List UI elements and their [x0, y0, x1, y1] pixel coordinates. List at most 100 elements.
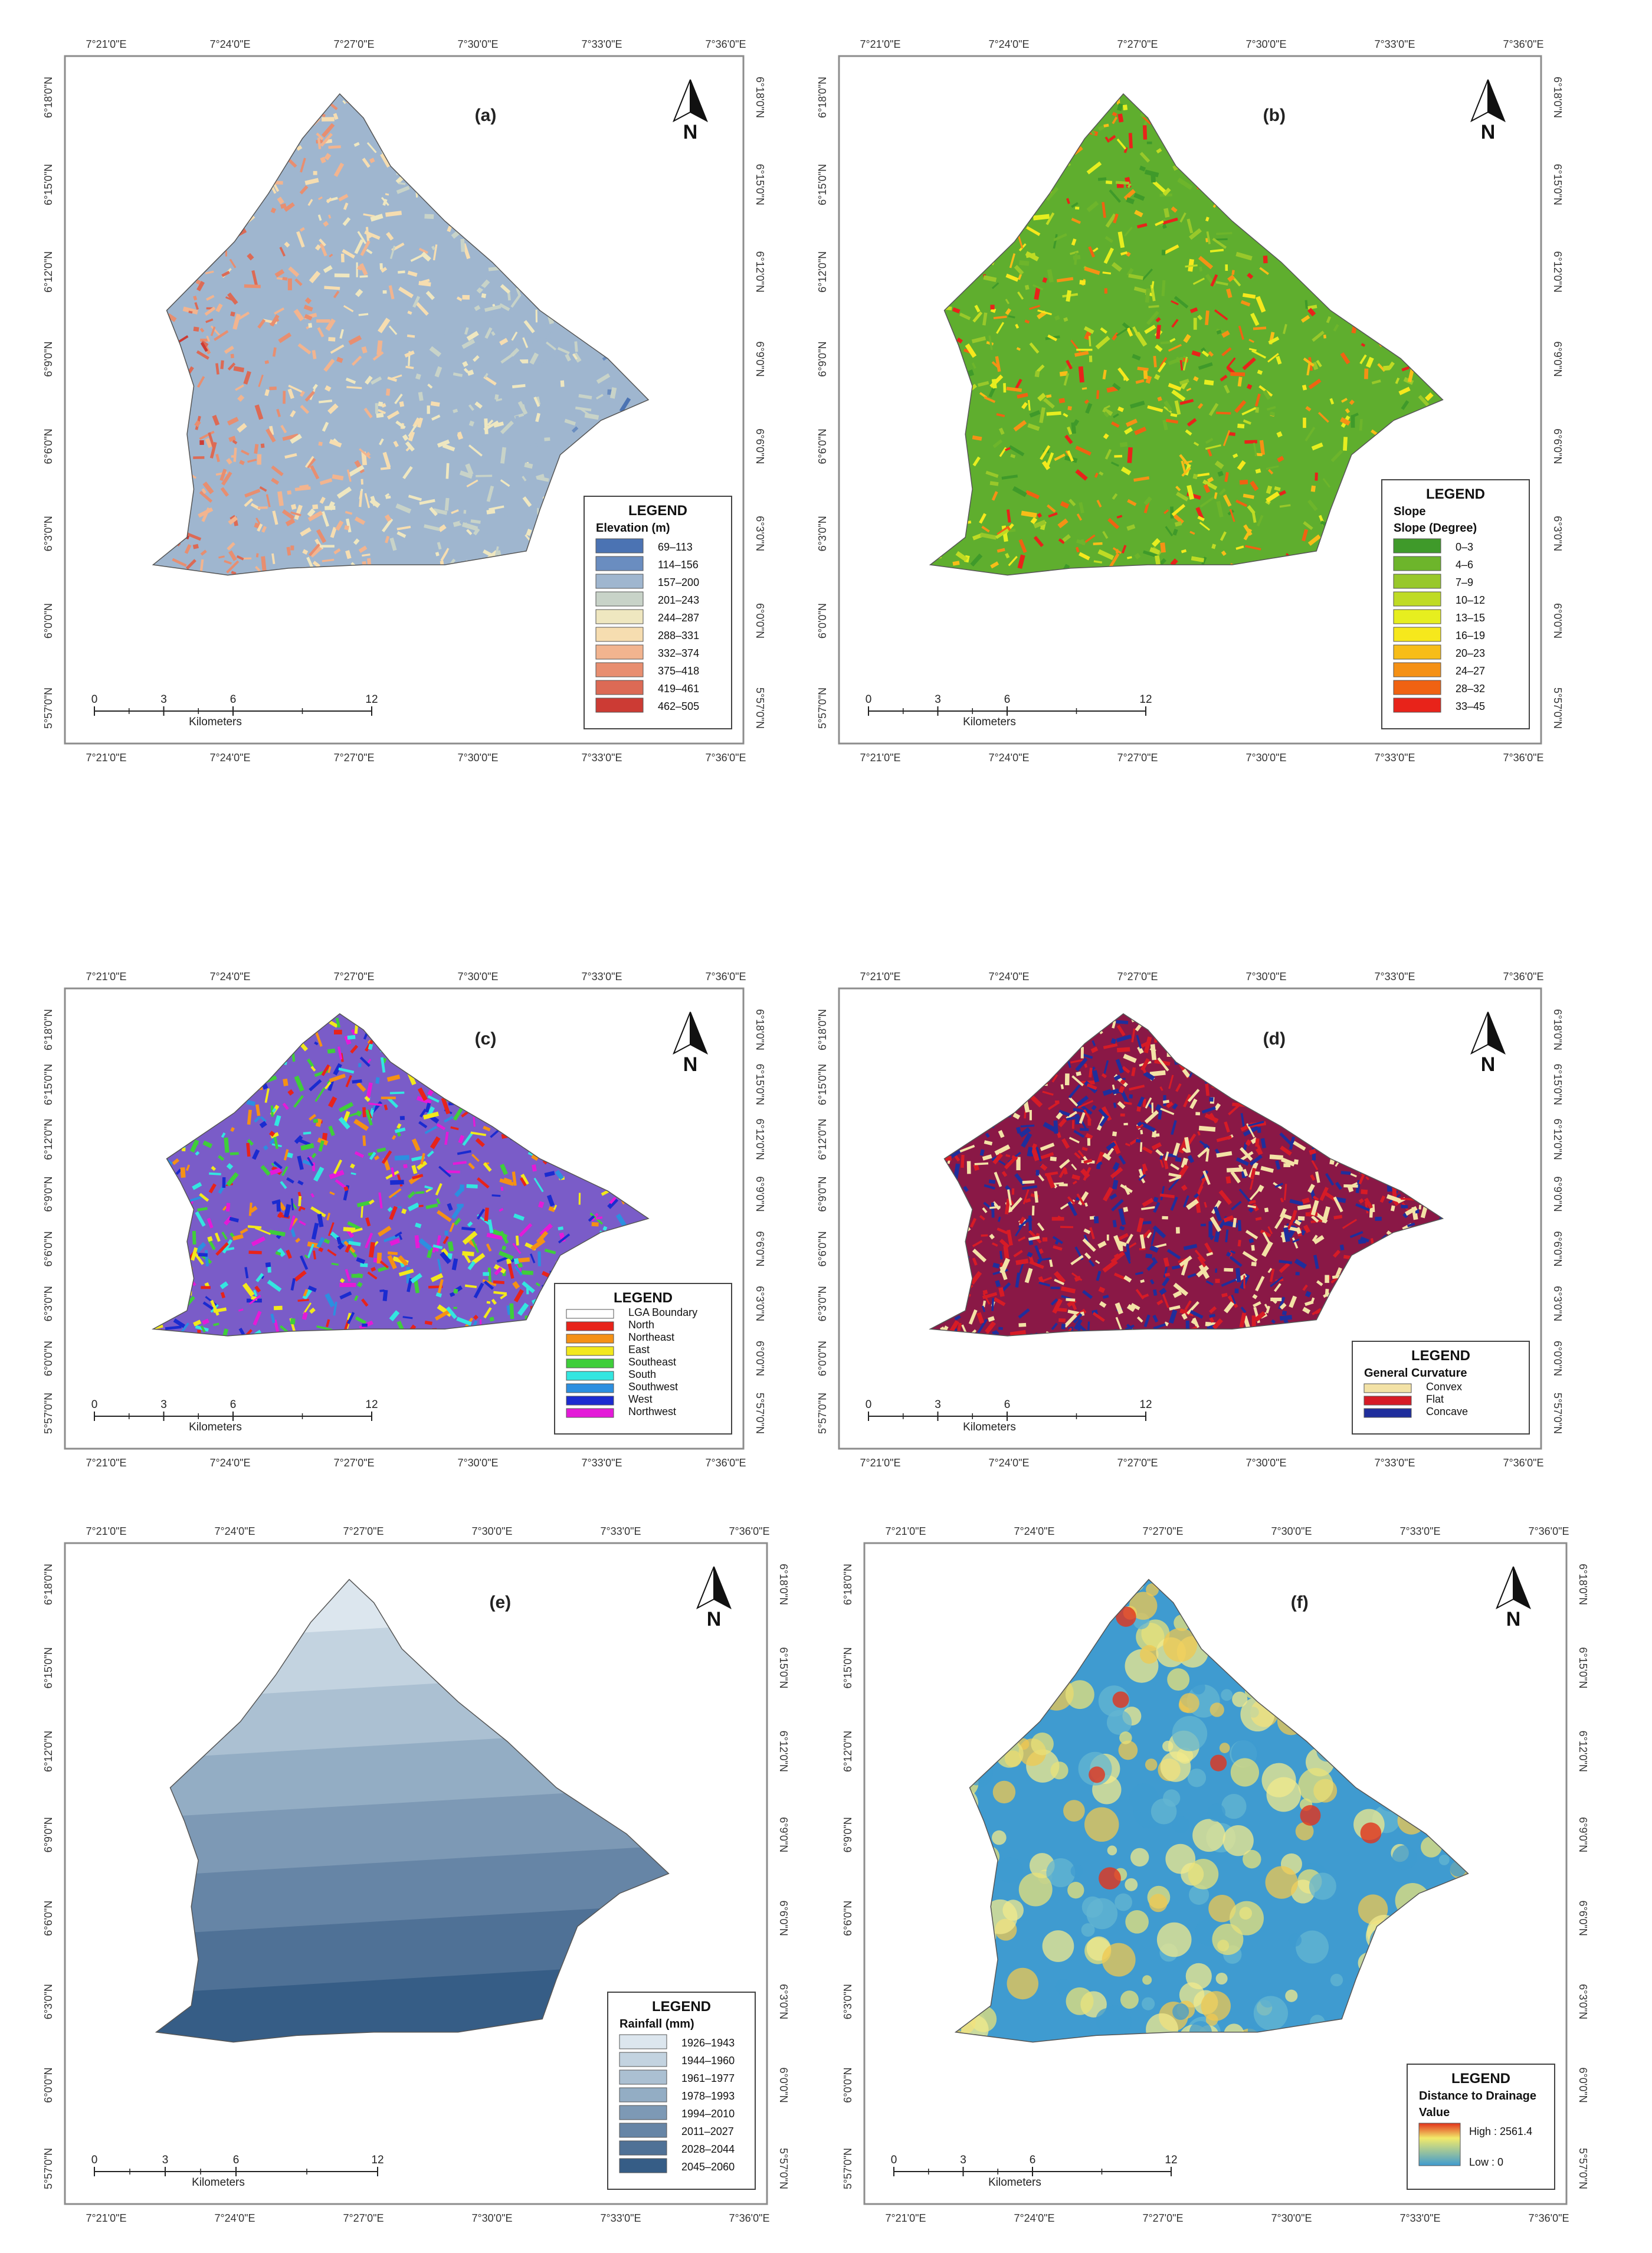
legend-swatch — [1363, 1383, 1412, 1393]
legend-ramp-high: High : 2561.4 — [1469, 2126, 1532, 2137]
latitude-label: 6°3'0"N — [1552, 1286, 1564, 1321]
legend-swatch — [1393, 556, 1441, 571]
legend-item-label: 69–113 — [658, 541, 693, 553]
latitude-label: 6°9'0"N — [1552, 342, 1564, 377]
map-canvas: 7°21'0"E 7°21'0"E 7°24'0"E 7°24'0"E 7°27'0"E… — [42, 971, 766, 1469]
legend-swatch — [566, 1358, 614, 1368]
latitude-label: 6°9'0"N — [817, 1177, 828, 1212]
latitude-label: 6°6'0"N — [42, 1231, 54, 1266]
latitude-label: 6°12'0"N — [817, 251, 828, 293]
longitude-label: 7°21'0"E — [86, 971, 126, 983]
latitude-label: 6°15'0"N — [42, 1647, 54, 1688]
north-arrow-icon: N — [696, 1566, 732, 1630]
svg-text:Kilometers: Kilometers — [963, 716, 1016, 728]
latitude-label: 6°18'0"N — [42, 1564, 54, 1605]
legend-item-label: 20–23 — [1456, 647, 1485, 659]
lga-boundary — [929, 1013, 1444, 1337]
latitude-label: 6°9'0"N — [754, 342, 766, 377]
legend-swatch — [619, 2052, 667, 2067]
longitude-label: 7°21'0"E — [86, 1525, 126, 1537]
svg-text:0: 0 — [866, 693, 872, 706]
latitude-label: 6°18'0"N — [1577, 1564, 1589, 1605]
svg-text:N: N — [683, 121, 698, 143]
svg-text:12: 12 — [365, 1399, 378, 1411]
legend-title: LEGEND — [1451, 2071, 1510, 2087]
legend-swatch — [595, 574, 644, 589]
legend-item-label: Convex — [1426, 1381, 1462, 1393]
legend-subtitle: Slope — [1394, 505, 1425, 518]
latitude-label: 6°3'0"N — [754, 516, 766, 551]
svg-text:0: 0 — [91, 1399, 98, 1411]
longitude-label: 7°33'0"E — [600, 2212, 641, 2224]
legend: LEGEND Rainfall (mm) 1926–1943 1944–1960 196… — [607, 1992, 756, 2190]
svg-text:6: 6 — [230, 1399, 237, 1411]
latitude-label: 6°0'0"N — [1552, 1341, 1564, 1376]
latitude-label: 6°3'0"N — [817, 1286, 828, 1321]
longitude-label: 7°21'0"E — [860, 38, 900, 50]
longitude-label: 7°24'0"E — [209, 1457, 250, 1469]
longitude-label: 7°30'0"E — [1271, 1525, 1312, 1537]
legend-item-label: 1978–1993 — [681, 2090, 735, 2102]
longitude-label: 7°21'0"E — [885, 1525, 926, 1537]
longitude-label: 7°33'0"E — [1374, 38, 1415, 50]
latitude-label: 6°12'0"N — [817, 1119, 828, 1160]
longitude-label: 7°24'0"E — [209, 971, 250, 983]
latitude-label: 6°3'0"N — [754, 1286, 766, 1321]
latitude-label: 6°9'0"N — [42, 1817, 54, 1852]
latitude-label: 6°12'0"N — [1577, 1731, 1589, 1772]
svg-text:Kilometers: Kilometers — [189, 716, 242, 728]
map-canvas: 7°21'0"E 7°21'0"E 7°24'0"E 7°24'0"E 7°27'0"E… — [42, 38, 766, 764]
legend-item-label: 157–200 — [658, 577, 699, 588]
north-arrow-icon: N — [1470, 1011, 1506, 1076]
latitude-label: 6°3'0"N — [842, 1984, 854, 2019]
latitude-label: 6°12'0"N — [42, 1119, 54, 1160]
latitude-label: 6°3'0"N — [1577, 1984, 1589, 2019]
latitude-label: 6°0'0"N — [754, 1341, 766, 1376]
longitude-label: 7°24'0"E — [209, 752, 250, 764]
legend-swatch — [566, 1309, 614, 1319]
map-panel-d: 7°21'0"E 7°21'0"E 7°24'0"E 7°24'0"E 7°27'0"E… — [798, 956, 1582, 1481]
legend-swatch — [1363, 1396, 1412, 1406]
longitude-label: 7°33'0"E — [581, 752, 622, 764]
latitude-label: 6°0'0"N — [842, 2068, 854, 2103]
longitude-label: 7°36'0"E — [705, 1457, 746, 1469]
svg-text:N: N — [1481, 121, 1496, 143]
longitude-label: 7°33'0"E — [1374, 971, 1415, 983]
longitude-label: 7°21'0"E — [860, 1457, 900, 1469]
latitude-label: 6°9'0"N — [42, 342, 54, 377]
longitude-label: 7°21'0"E — [885, 2212, 926, 2224]
svg-text:6: 6 — [230, 693, 237, 706]
legend-item-label: 2011–2027 — [681, 2126, 734, 2137]
longitude-label: 7°36'0"E — [705, 38, 746, 50]
legend-item-label: 13–15 — [1456, 612, 1485, 624]
latitude-label: 6°12'0"N — [754, 251, 766, 293]
latitude-label: 6°6'0"N — [817, 1231, 828, 1266]
longitude-label: 7°27'0"E — [343, 1525, 384, 1537]
lga-boundary — [155, 1579, 670, 2043]
latitude-label: 6°3'0"N — [42, 1286, 54, 1321]
longitude-label: 7°30'0"E — [1245, 38, 1286, 50]
legend-swatch — [1363, 1408, 1412, 1418]
longitude-label: 7°21'0"E — [860, 971, 900, 983]
legend-swatch — [1393, 627, 1441, 642]
latitude-label: 6°3'0"N — [778, 1984, 789, 2019]
legend-swatch — [1393, 644, 1441, 660]
legend-swatch — [566, 1383, 614, 1393]
legend-item-label: 2028–2044 — [681, 2143, 735, 2155]
longitude-label: 7°27'0"E — [1117, 971, 1158, 983]
legend-swatch — [595, 697, 644, 713]
latitude-label: 6°3'0"N — [42, 516, 54, 551]
legend-swatch — [566, 1371, 614, 1381]
latitude-label: 6°9'0"N — [778, 1817, 789, 1852]
legend-item-label: South — [628, 1368, 656, 1380]
latitude-label: 6°15'0"N — [1552, 164, 1564, 205]
map-canvas: 7°21'0"E 7°21'0"E 7°24'0"E 7°24'0"E 7°27'0"E… — [42, 1525, 789, 2224]
legend-swatch — [566, 1396, 614, 1406]
legend-item-label: Northeast — [628, 1331, 674, 1343]
legend-item-label: LGA Boundary — [628, 1306, 697, 1318]
map-panel-c: 7°21'0"E 7°21'0"E 7°24'0"E 7°24'0"E 7°27'0"E… — [24, 956, 785, 1481]
legend-item-label: 10–12 — [1456, 594, 1485, 606]
longitude-label: 7°27'0"E — [1142, 1525, 1183, 1537]
legend-item-label: 419–461 — [658, 683, 699, 695]
